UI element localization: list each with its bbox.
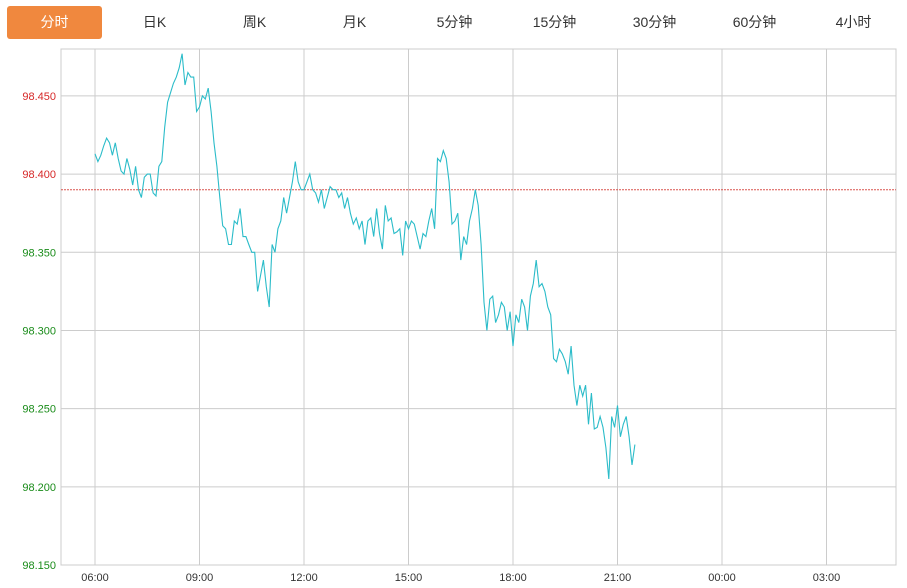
x-tick-label: 00:00 bbox=[708, 572, 736, 584]
y-tick-label: 98.350 bbox=[22, 247, 56, 259]
price-series-line bbox=[94, 53, 636, 480]
x-tick-label: 15:00 bbox=[395, 572, 423, 584]
tab-15min[interactable]: 15分钟 bbox=[532, 14, 577, 30]
period-tab-bar: 分时 日K 周K 月K 5分钟 15分钟 30分钟 60分钟 4小时 bbox=[0, 0, 907, 46]
y-tick-label: 98.400 bbox=[22, 169, 56, 181]
y-tick-label: 98.450 bbox=[22, 91, 56, 103]
tab-monthly-k[interactable]: 月K bbox=[342, 14, 367, 30]
y-tick-label: 98.300 bbox=[22, 325, 56, 337]
x-tick-label: 03:00 bbox=[813, 572, 841, 584]
plot-area bbox=[60, 48, 897, 566]
tab-30min[interactable]: 30分钟 bbox=[632, 14, 677, 30]
y-axis-tick-labels: 98.450 98.400 98.350 98.300 98.250 98.200 98.1… bbox=[22, 91, 56, 572]
y-tick-label: 98.250 bbox=[22, 404, 56, 416]
x-tick-label: 21:00 bbox=[604, 572, 632, 584]
x-tick-label: 09:00 bbox=[186, 572, 214, 584]
x-tick-label: 12:00 bbox=[290, 572, 318, 584]
tab-weekly-k[interactable]: 周K bbox=[242, 14, 267, 30]
x-tick-label: 18:00 bbox=[499, 572, 527, 584]
tab-daily-k[interactable]: 日K bbox=[142, 14, 167, 30]
tab-4hour[interactable]: 4小时 bbox=[835, 14, 872, 30]
y-tick-label: 98.200 bbox=[22, 482, 56, 494]
tab-intraday[interactable]: 分时 bbox=[7, 6, 102, 39]
x-axis-tick-labels: 06:00 09:00 12:00 15:00 18:00 21:00 00:00 03:00 bbox=[81, 572, 840, 584]
y-tick-label: 98.150 bbox=[22, 560, 56, 572]
horizontal-gridlines bbox=[61, 95, 896, 566]
tab-60min[interactable]: 60分钟 bbox=[732, 14, 777, 30]
tab-5min[interactable]: 5分钟 bbox=[436, 14, 473, 30]
x-tick-label: 06:00 bbox=[81, 572, 109, 584]
vertical-gridlines bbox=[94, 49, 827, 565]
